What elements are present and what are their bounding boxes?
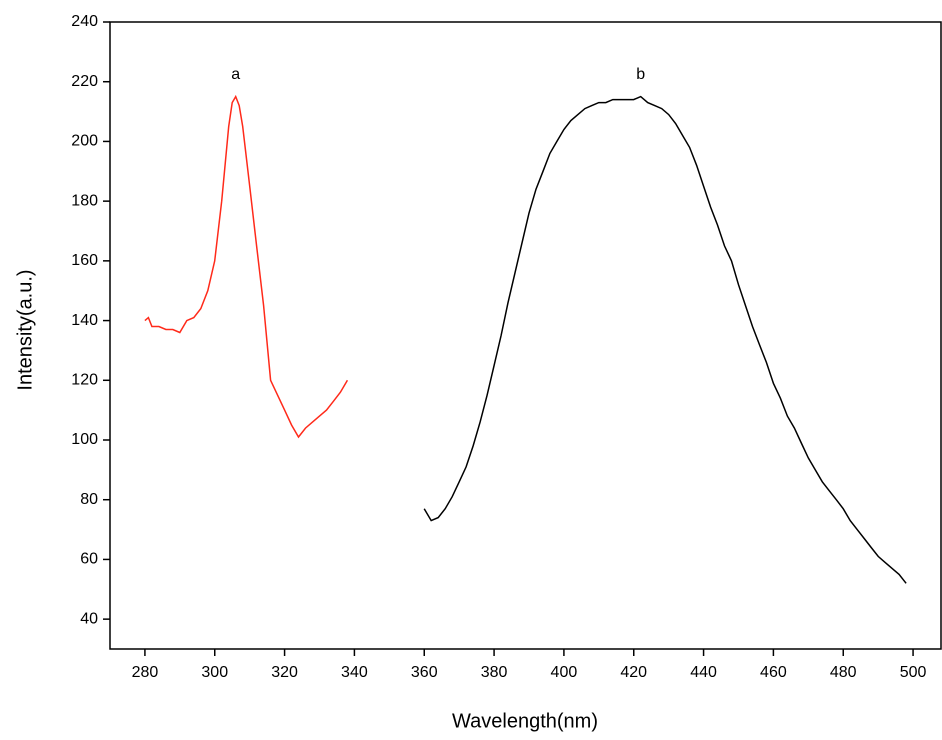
x-tick-label: 400 (551, 664, 578, 681)
x-tick-label: 500 (900, 664, 927, 681)
y-tick-label: 40 (80, 610, 98, 627)
plot-frame (109, 21, 942, 650)
y-tick-label: 80 (80, 491, 98, 508)
y-axis-title: Intensity(a.u.) (14, 269, 36, 390)
y-tick-label: 220 (71, 73, 98, 90)
x-tick-label: 320 (271, 664, 298, 681)
series-label: a (231, 66, 240, 83)
x-tick-label: 480 (830, 664, 857, 681)
x-tick-label: 420 (620, 664, 647, 681)
x-tick-label: 380 (481, 664, 508, 681)
x-axis-title: Wavelength(nm) (452, 710, 598, 732)
y-tick-label: 140 (71, 312, 98, 329)
x-tick-label: 360 (411, 664, 438, 681)
y-tick-label: 180 (71, 192, 98, 209)
y-tick-label: 60 (80, 551, 98, 568)
y-tick-label: 200 (71, 133, 98, 150)
x-tick-label: 460 (760, 664, 787, 681)
y-tick-label: 240 (71, 13, 98, 30)
y-tick-label: 160 (71, 252, 98, 269)
x-tick-label: 440 (690, 664, 717, 681)
y-tick-label: 120 (71, 372, 98, 389)
x-tick-label: 340 (341, 664, 368, 681)
x-tick-label: 280 (132, 664, 159, 681)
x-tick-label: 300 (201, 664, 228, 681)
series-label: b (636, 66, 645, 83)
y-tick-label: 100 (71, 431, 98, 448)
line-series (144, 94, 349, 439)
line-series (423, 95, 907, 584)
